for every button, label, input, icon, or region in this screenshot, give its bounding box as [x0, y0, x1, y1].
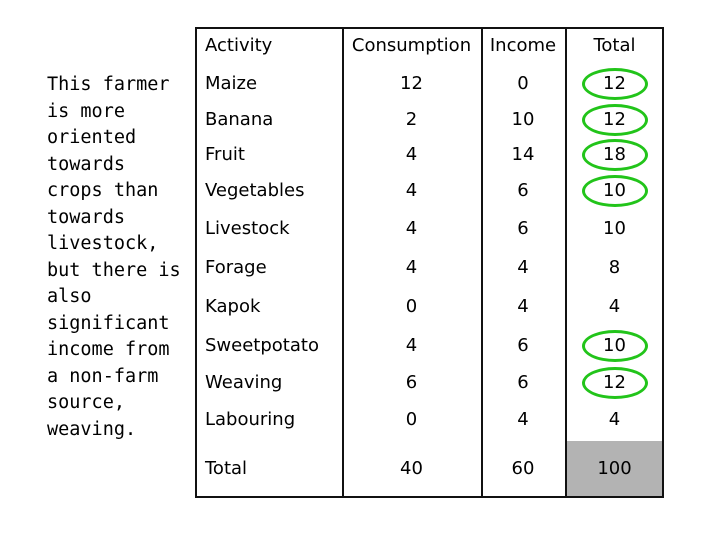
total-circle-highlight: [581, 174, 648, 207]
header-income: Income: [489, 35, 557, 56]
cell-activity: Maize: [205, 73, 258, 94]
total-row-income: 60: [511, 458, 535, 479]
total-row-consumption: 40: [400, 458, 423, 479]
table-vertical-line: [565, 27, 567, 498]
total-circle-highlight: [581, 367, 648, 399]
total-row-activity: Total: [205, 458, 248, 479]
cell-activity: Livestock: [205, 218, 290, 239]
cell-income: 0: [517, 73, 529, 94]
table-vertical-line: [662, 27, 664, 498]
header-activity: Activity: [205, 35, 273, 56]
cell-consumption: 12: [400, 73, 423, 94]
total-circle-highlight: [581, 138, 648, 171]
cell-consumption: 4: [405, 180, 418, 201]
header-consumption: Consumption: [351, 35, 472, 56]
cell-income: 14: [511, 144, 535, 165]
total-circle-highlight: [581, 103, 648, 136]
table-horizontal-border: [195, 496, 664, 498]
cell-income: 6: [517, 372, 529, 393]
cell-consumption: 4: [405, 218, 418, 239]
cell-consumption: 0: [405, 409, 418, 430]
cell-income: 4: [517, 409, 529, 430]
cell-activity: Weaving: [205, 372, 283, 393]
cell-consumption: 6: [405, 372, 418, 393]
activity-table: Activity Consumption Income Total Maize 12 0 12…: [195, 27, 664, 498]
cell-consumption: 4: [405, 144, 418, 165]
cell-activity: Labouring: [205, 409, 296, 430]
cell-total: 4: [608, 409, 621, 430]
cell-activity: Sweetpotato: [205, 335, 319, 356]
cell-total: 10: [603, 218, 626, 239]
cell-income: 6: [517, 335, 529, 356]
cell-consumption: 0: [405, 296, 418, 317]
total-row-total: 100: [597, 458, 632, 479]
total-circle-highlight: [581, 329, 648, 362]
cell-income: 4: [517, 257, 529, 278]
cell-total: 8: [608, 257, 621, 278]
cell-income: 6: [517, 218, 529, 239]
cell-income: 6: [517, 180, 529, 201]
cell-activity: Banana: [205, 109, 274, 130]
table-vertical-line: [481, 27, 483, 498]
cell-consumption: 4: [405, 335, 418, 356]
cell-activity: Vegetables: [205, 180, 305, 201]
cell-activity: Kapok: [205, 296, 261, 317]
table-horizontal-border: [195, 27, 664, 29]
cell-activity: Fruit: [205, 144, 245, 165]
cell-activity: Forage: [205, 257, 267, 278]
cell-income: 4: [517, 296, 529, 317]
cell-consumption: 4: [405, 257, 418, 278]
table-vertical-line: [195, 27, 197, 498]
grand-total-highlight: [567, 441, 663, 496]
total-circle-highlight: [581, 67, 648, 100]
cell-income: 10: [511, 109, 535, 130]
side-note: This farmer is more oriented towards cro…: [47, 74, 181, 440]
cell-total: 4: [608, 296, 621, 317]
table-vertical-line: [342, 27, 344, 498]
cell-consumption: 2: [405, 109, 418, 130]
header-total: Total: [593, 35, 636, 56]
